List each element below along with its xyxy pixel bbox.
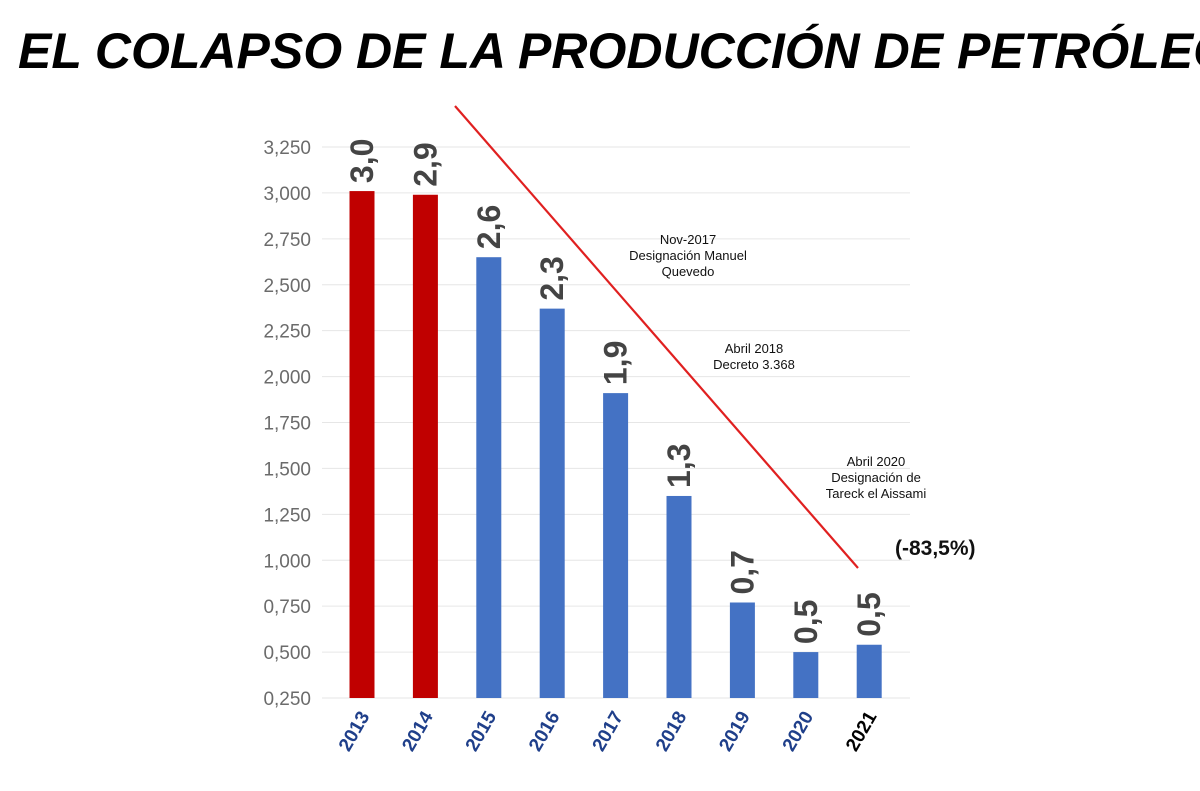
x-tick-label-2020: 2020 [779,708,818,755]
annotation-3: Abril 2020 Designación de Tareck el Aissam… [826,454,927,501]
bar-2020 [793,652,819,698]
x-tick-label-2021: 2021 [842,708,882,755]
change-percent-label: (-83,5%) [895,537,976,560]
x-axis: 2013 2014 2015 2016 2017 2018 2019 2020 2021 [335,708,882,755]
data-label-2021: 0,5 [851,592,887,636]
bar-2021 [856,644,882,698]
x-tick-label-2016: 2016 [525,708,564,755]
annotation-1: Nov-2017 Designación Manuel Quevedo [629,232,747,279]
y-tick-label: 1,000 [263,551,311,572]
annotation-2: Abril 2018 Decreto 3.368 [713,341,795,372]
y-tick-label: 2,000 [263,368,311,389]
data-label-2018: 1,3 [661,443,697,487]
trend-line [454,105,859,569]
data-label-2013: 3,0 [344,139,380,183]
x-tick-label-2018: 2018 [652,708,691,755]
y-tick-label: 2,750 [263,230,311,251]
y-tick-label: 3,250 [263,138,311,159]
bars [349,191,882,698]
page-title: EL COLAPSO DE LA PRODUCCIÓN DE PETRÓLEO [18,23,1200,79]
bar-2016 [539,308,565,698]
data-label-2019: 0,7 [724,550,760,594]
x-tick-label-2014: 2014 [398,708,438,755]
data-labels: 3,0 2,9 2,6 2,3 1,9 1,3 0,7 0,5 0,5 [344,139,887,644]
bar-2014 [412,194,438,698]
y-tick-label: 0,250 [263,689,311,710]
data-label-2016: 2,3 [534,256,570,300]
x-tick-label-2013: 2013 [335,708,374,755]
x-tick-label-2017: 2017 [589,708,628,755]
data-label-2015: 2,6 [471,205,507,249]
x-tick-label-2015: 2015 [462,708,502,755]
y-tick-label: 2,250 [263,322,311,343]
y-tick-label: 1,750 [263,414,311,435]
bar-2018 [666,495,692,698]
y-tick-label: 3,000 [263,184,311,205]
y-tick-label: 0,500 [263,643,311,664]
y-tick-label: 0,750 [263,597,311,618]
annotations: Nov-2017 Designación Manuel Quevedo Abril 2… [629,232,926,501]
bar-2017 [603,393,629,698]
bar-2013 [349,191,375,698]
y-tick-label: 2,500 [263,276,311,297]
bar-2015 [476,257,502,698]
x-tick-label-2019: 2019 [715,708,754,755]
y-tick-label: 1,250 [263,505,311,526]
bar-2019 [729,602,755,698]
data-label-2017: 1,9 [598,341,634,385]
y-tick-label: 1,500 [263,459,311,480]
data-label-2014: 2,9 [407,142,443,186]
y-axis: 3,250 3,000 2,750 2,500 2,250 2,000 1,750 1,500… [263,138,311,710]
data-label-2020: 0,5 [788,600,824,644]
